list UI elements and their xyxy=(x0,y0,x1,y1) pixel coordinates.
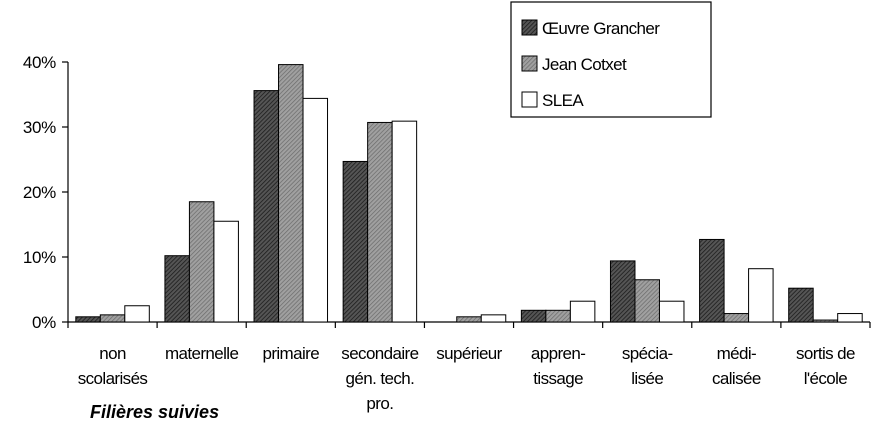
category-label: maternelle xyxy=(165,344,239,363)
legend-box xyxy=(510,1,712,118)
legend-label: SLEA xyxy=(542,91,584,110)
x-axis xyxy=(67,321,871,328)
bar-slea xyxy=(124,305,150,323)
bar-oeuvre-grancher xyxy=(253,90,280,323)
y-tick-label: 20% xyxy=(23,183,56,202)
category-label: primaire xyxy=(262,344,319,363)
bar-jean-cotxet xyxy=(634,279,660,323)
bar-jean-cotxet xyxy=(99,314,126,323)
category-labels: non scolarisés maternelle primaire secondair… xyxy=(78,344,856,413)
category-label: secondaire gén. tech. pro. xyxy=(341,344,418,413)
bar-jean-cotxet xyxy=(278,64,304,323)
y-tick-label: 40% xyxy=(23,53,56,72)
y-tick-label: 0% xyxy=(32,313,56,332)
category-label: médi-calisée xyxy=(712,344,761,388)
bar-slea xyxy=(837,313,863,323)
bars xyxy=(75,64,863,323)
bar-slea xyxy=(748,268,774,323)
bar-jean-cotxet xyxy=(812,319,839,323)
x-axis-title: Filières suivies xyxy=(90,402,219,422)
bar-jean-cotxet xyxy=(367,121,393,323)
bar-oeuvre-grancher xyxy=(75,316,101,323)
legend-swatch xyxy=(521,19,538,36)
legend-swatch xyxy=(521,55,538,72)
y-axis: 0% 10% 20% 30% 40% xyxy=(23,53,69,332)
bar-oeuvre-grancher xyxy=(342,160,369,323)
bar-slea xyxy=(213,220,239,323)
legend-label: Œuvre Grancher xyxy=(542,19,660,38)
bar-oeuvre-grancher xyxy=(788,287,814,323)
y-tick-label: 30% xyxy=(23,118,56,137)
y-tick-label: 10% xyxy=(23,248,56,267)
bar-oeuvre-grancher xyxy=(609,260,636,323)
bar-jean-cotxet xyxy=(545,309,571,323)
bar-oeuvre-grancher xyxy=(699,238,725,323)
legend: Œuvre Grancher Jean Cotxet SLEA xyxy=(510,1,712,118)
category-label: spécia-lisée xyxy=(622,344,673,388)
legend-label: Jean Cotxet xyxy=(542,55,627,74)
legend-swatch xyxy=(521,91,538,108)
category-label: supérieur xyxy=(436,344,502,363)
category-label: non scolarisés xyxy=(78,344,148,388)
bar-jean-cotxet xyxy=(456,316,482,323)
bar-slea xyxy=(302,97,329,323)
bar-slea xyxy=(569,300,596,323)
category-label: sortis de l'école xyxy=(796,344,855,388)
category-label: appren-tissage xyxy=(531,344,585,388)
bar-slea xyxy=(480,314,507,323)
bar-jean-cotxet xyxy=(188,201,215,323)
bar-slea xyxy=(658,300,685,323)
bar-oeuvre-grancher xyxy=(164,255,190,323)
bar-oeuvre-grancher xyxy=(520,309,547,323)
bar-slea xyxy=(391,120,418,323)
bar-jean-cotxet xyxy=(723,313,750,323)
